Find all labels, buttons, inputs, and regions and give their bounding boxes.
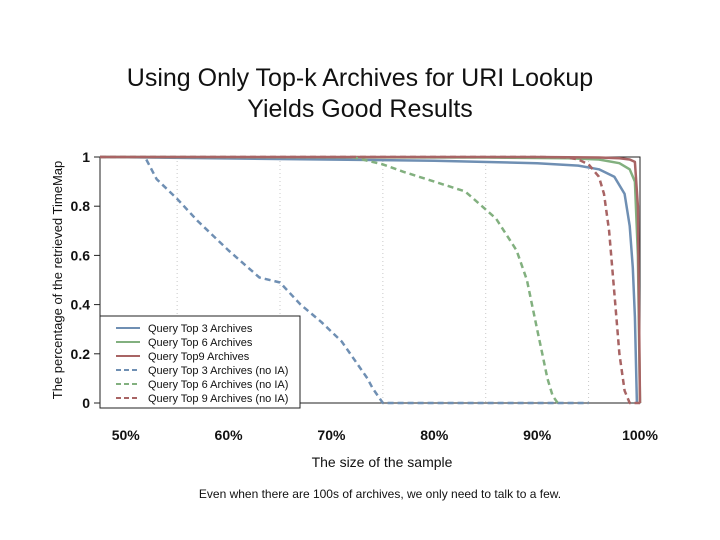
legend-label-3: Query Top 3 Archives (no IA) <box>148 365 288 377</box>
y-tick-label: 0 <box>82 395 90 411</box>
x-tick-label: 90% <box>523 427 552 443</box>
x-tick-label: 100% <box>622 427 658 443</box>
legend-label-4: Query Top 6 Archives (no IA) <box>148 379 288 391</box>
legend-box <box>99 315 301 409</box>
caption: Even when there are 100s of archives, we… <box>198 487 562 501</box>
series-line-3 <box>145 158 589 405</box>
x-tick-label: 70% <box>317 427 346 443</box>
y-tick-label: 0.8 <box>71 198 91 214</box>
series-line-2 <box>100 155 642 404</box>
series-line-4 <box>351 155 559 404</box>
legend-label-0: Query Top 3 Archives <box>148 323 253 335</box>
series-line-0 <box>99 155 639 404</box>
legend-label-2: Query Top9 Archives <box>148 351 250 363</box>
legend-label-5: Query Top 9 Archives (no IA) <box>148 393 288 405</box>
x-axis-label: The size of the sample <box>312 454 453 470</box>
chart-title-line-2: Yields Good Results <box>247 95 473 123</box>
x-tick-label: 80% <box>420 427 449 443</box>
y-axis-label: The percentage of the retrieved TimeMap <box>50 161 65 399</box>
legend-label-1: Query Top 6 Archives <box>148 337 253 349</box>
y-tick-label: 1 <box>82 149 90 165</box>
y-tick-label: 0.4 <box>71 297 91 313</box>
y-tick-label: 0.2 <box>71 346 91 362</box>
x-tick-label: 60% <box>215 427 244 443</box>
chart-title-line-1: Using Only Top-k Archives for URI Lookup <box>126 64 594 92</box>
x-tick-label: 50% <box>112 427 141 443</box>
y-tick-label: 0.6 <box>71 247 91 263</box>
series-line-5 <box>100 155 640 405</box>
